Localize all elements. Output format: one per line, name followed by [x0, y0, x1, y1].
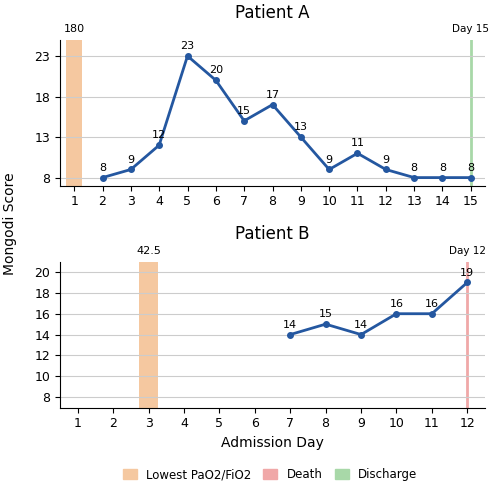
Text: Day 12: Day 12: [449, 246, 486, 256]
Title: Patient B: Patient B: [236, 225, 310, 244]
Text: 8: 8: [410, 163, 418, 172]
Text: 15: 15: [237, 106, 251, 116]
Text: Day 15: Day 15: [452, 24, 490, 34]
Text: 16: 16: [425, 299, 439, 309]
Text: 180: 180: [64, 24, 84, 34]
Text: 8: 8: [99, 163, 106, 172]
Bar: [138, 261, 158, 408]
X-axis label: Admission Day: Admission Day: [221, 436, 324, 450]
Text: 8: 8: [439, 163, 446, 172]
Text: Mongodi Score: Mongodi Score: [3, 172, 17, 275]
Text: 23: 23: [180, 41, 194, 51]
Text: 20: 20: [209, 66, 223, 76]
Title: Patient A: Patient A: [236, 3, 310, 21]
Text: 8: 8: [468, 163, 474, 172]
Text: 42.5: 42.5: [136, 246, 161, 256]
Text: 11: 11: [350, 138, 364, 148]
Bar: [66, 40, 82, 186]
Text: 9: 9: [128, 155, 134, 165]
Text: 14: 14: [283, 320, 298, 330]
Text: 17: 17: [266, 89, 280, 100]
Text: 9: 9: [326, 155, 332, 165]
Legend: Lowest PaO2/FiO2, Death, Discharge: Lowest PaO2/FiO2, Death, Discharge: [118, 464, 422, 486]
Text: 12: 12: [152, 130, 166, 140]
Text: 19: 19: [460, 267, 474, 277]
Text: 9: 9: [382, 155, 390, 165]
Text: 14: 14: [354, 320, 368, 330]
Text: 15: 15: [318, 309, 332, 319]
Text: 16: 16: [390, 299, 404, 309]
Text: 13: 13: [294, 122, 308, 132]
